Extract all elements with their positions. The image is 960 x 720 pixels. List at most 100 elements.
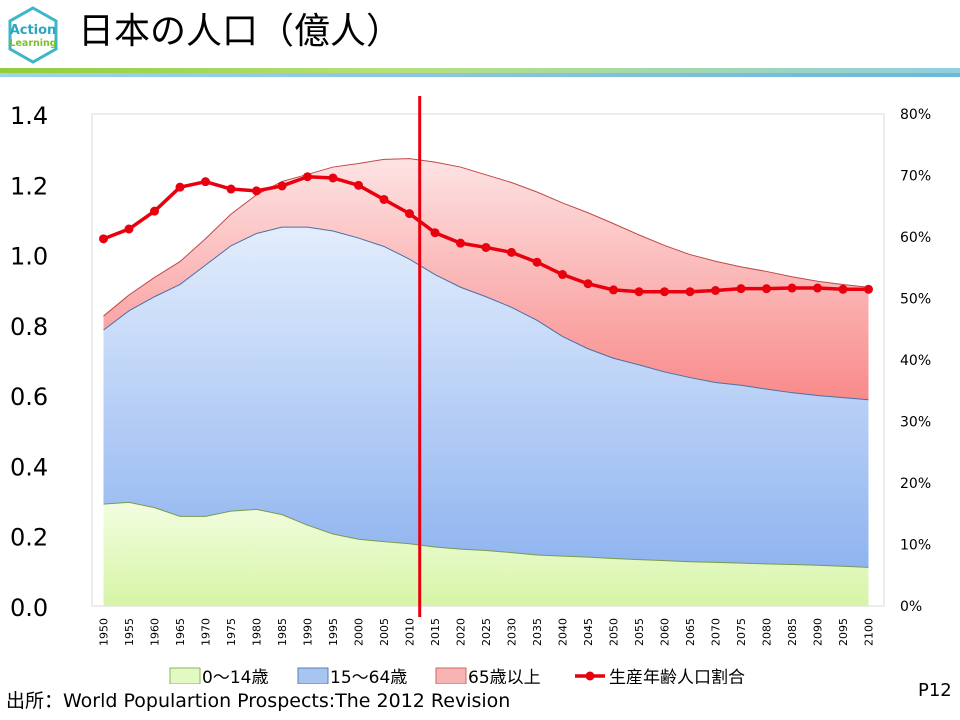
x-tick-label: 1985 (276, 618, 289, 646)
x-tick-label: 2040 (557, 618, 570, 646)
y2-tick-label: 60% (900, 230, 931, 246)
x-tick-label: 2070 (710, 618, 723, 646)
logo-text-learning: Learning (9, 38, 56, 49)
y-tick-label: 0.2 (10, 524, 48, 552)
source-note: 出所：World Populartion Prospects:The 2012 … (6, 690, 511, 712)
x-tick-label: 1955 (123, 618, 136, 646)
y-tick-label: 1.0 (10, 243, 48, 271)
action-learning-logo: Action Learning (8, 6, 58, 64)
ratio-point (481, 242, 491, 252)
y-tick-label: 0.4 (10, 453, 48, 481)
x-tick-label: 2045 (582, 618, 595, 646)
x-tick-label: 1995 (327, 618, 340, 646)
legend-working-age-swatch (297, 667, 329, 684)
ratio-point (252, 186, 261, 196)
legend-ratio-marker (585, 671, 595, 681)
y2-tick-label: 40% (900, 353, 931, 369)
y2-tick-label: 50% (900, 292, 931, 308)
ratio-point (660, 287, 669, 297)
x-tick-label: 2090 (812, 618, 825, 646)
legend-children-label: 0〜14歳 (202, 668, 268, 684)
y2-tick-label: 20% (900, 476, 931, 492)
x-tick-label: 2020 (455, 618, 468, 646)
logo-hexagon (8, 6, 58, 64)
x-tick-label: 2015 (429, 618, 442, 646)
x-tick-label: 2080 (761, 618, 774, 646)
ratio-point (328, 173, 338, 183)
x-tick-label: 1965 (174, 618, 187, 646)
y-tick-label: 0.6 (10, 383, 48, 411)
x-tick-label: 1990 (302, 618, 315, 646)
header-divider-green (0, 68, 960, 73)
y-tick-label: 0.0 (10, 594, 48, 622)
x-tick-label: 2005 (378, 618, 391, 646)
y-tick-label: 1.4 (10, 102, 48, 130)
area-elderly-edge (103, 158, 869, 317)
x-tick-label: 2025 (480, 618, 493, 646)
x-tick-label: 2065 (684, 618, 697, 646)
y2-tick-label: 30% (900, 415, 931, 431)
ratio-point (634, 287, 644, 297)
area-working-age (103, 227, 869, 568)
ratio-point (354, 180, 363, 190)
ratio-point (175, 182, 185, 192)
legend-working-age-label: 15〜64歳 (330, 668, 407, 684)
y-tick-label: 1.2 (10, 172, 48, 200)
logo-text-action: Action (10, 23, 57, 38)
page-number: P12 (918, 680, 952, 701)
x-tick-label: 2075 (735, 618, 748, 646)
ratio-point (226, 184, 236, 194)
y-tick-label: 0.8 (10, 313, 48, 341)
header-divider-blue (0, 73, 960, 77)
ratio-point (201, 177, 210, 187)
x-tick-label: 2010 (404, 618, 417, 646)
ratio-point (99, 234, 108, 244)
ratio-point (124, 224, 134, 234)
ratio-point (838, 284, 848, 294)
ratio-point (787, 283, 797, 293)
ratio-point (762, 284, 771, 294)
y2-tick-label: 10% (900, 538, 931, 554)
ratio-point (456, 238, 465, 248)
x-tick-label: 2100 (863, 618, 876, 646)
y2-tick-label: 0% (900, 599, 922, 615)
ratio-point (303, 172, 312, 182)
x-tick-label: 1975 (225, 618, 238, 646)
ratio-point (532, 257, 542, 267)
area-children-edge (103, 501, 869, 568)
ratio-point (150, 206, 159, 216)
slide-header: Action Learning 日本の人口（億人） (0, 0, 960, 84)
x-tick-label: 1970 (200, 618, 213, 646)
ratio-point (507, 247, 516, 257)
x-tick-label: 2030 (506, 618, 519, 646)
ratio-point (736, 284, 746, 294)
legend-elderly-swatch (435, 667, 467, 684)
ratio-point (558, 270, 567, 280)
ratio-point (430, 228, 440, 238)
ratio-point (711, 286, 720, 296)
legend-elderly-label: 65歳以上 (468, 668, 541, 684)
ratio-point (864, 284, 873, 294)
ratio-point (405, 209, 414, 219)
x-tick-label: 2035 (531, 618, 544, 646)
y2-tick-label: 80% (900, 107, 931, 123)
ratio-point (813, 283, 822, 293)
ratio-point (277, 181, 287, 191)
x-tick-label: 1980 (251, 618, 264, 646)
x-tick-label: 2000 (353, 618, 366, 646)
x-tick-label: 2085 (786, 618, 799, 646)
ratio-point (379, 194, 389, 204)
x-tick-label: 2060 (659, 618, 672, 646)
x-tick-label: 1950 (98, 618, 111, 646)
area-elderly (103, 158, 869, 400)
legend-children-swatch (169, 667, 201, 684)
ratio-point (609, 285, 618, 295)
page-title: 日本の人口（億人） (78, 11, 403, 52)
ratio-point (685, 287, 695, 297)
ratio-point (583, 279, 593, 289)
x-tick-label: 1960 (149, 618, 162, 646)
y2-tick-label: 70% (900, 169, 931, 185)
area-working-age-edge (103, 226, 869, 401)
x-tick-label: 2055 (633, 618, 646, 646)
area-children (103, 502, 869, 606)
